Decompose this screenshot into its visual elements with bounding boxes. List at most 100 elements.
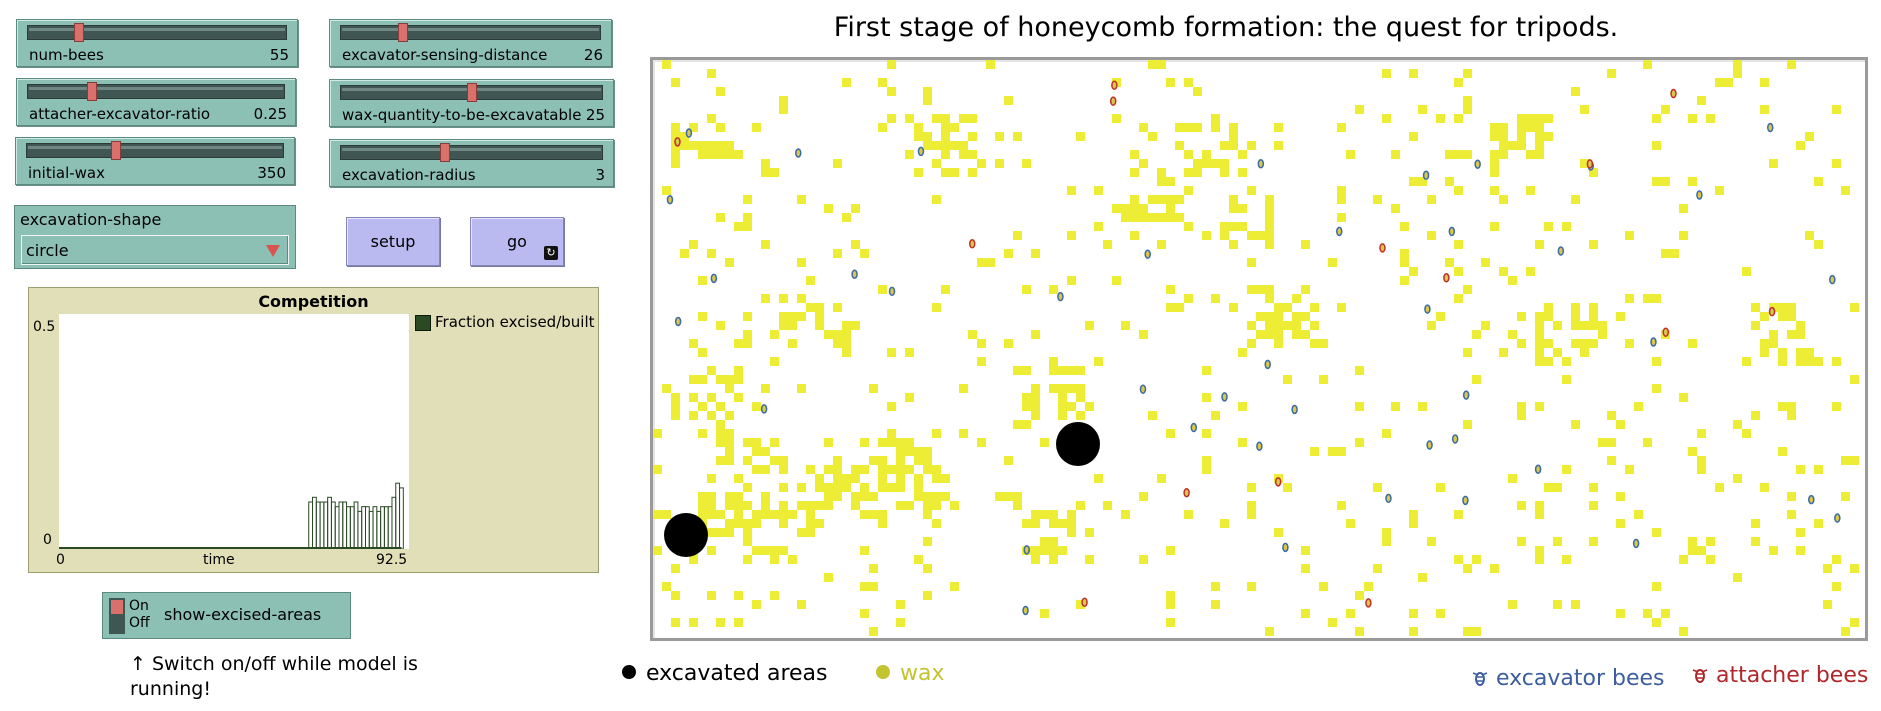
- wax-cell: [1454, 510, 1463, 519]
- excavator-bee: [851, 269, 858, 279]
- slider-thumb[interactable]: [111, 141, 122, 160]
- slider-track[interactable]: [340, 145, 603, 160]
- wax-cell: [1112, 114, 1121, 123]
- slider-thumb[interactable]: [440, 143, 451, 162]
- wax-cell: [1013, 366, 1022, 375]
- excavator-bee: [1282, 542, 1289, 553]
- wax-cell: [1598, 321, 1607, 330]
- world-view[interactable]: [650, 57, 1868, 641]
- wax-cell: [977, 438, 986, 447]
- excavation-radius-slider[interactable]: excavation-radius 3: [329, 139, 614, 187]
- wax-cell: [1229, 240, 1238, 249]
- wax-cell: [1022, 285, 1031, 294]
- wax-cell: [734, 501, 743, 510]
- plot-bar: [315, 501, 321, 549]
- num-bees-slider[interactable]: num-bees 55: [16, 19, 298, 67]
- wax-cell: [1652, 114, 1661, 123]
- slider-thumb[interactable]: [466, 83, 477, 102]
- wax-cell: [707, 366, 716, 375]
- wax-cell: [1787, 411, 1796, 420]
- wax-cell: [1733, 474, 1742, 483]
- wax-cell: [1040, 537, 1049, 546]
- chooser-dropdown[interactable]: circle: [21, 235, 289, 265]
- wax-cell: [1337, 213, 1346, 222]
- wax-cell: [824, 465, 833, 474]
- wax-cell: [779, 105, 788, 114]
- wax-cell: [698, 402, 707, 411]
- wax-cell: [815, 321, 824, 330]
- wax-cell: [689, 618, 698, 627]
- go-button[interactable]: go ↻: [470, 217, 564, 266]
- slider-track[interactable]: [27, 25, 287, 40]
- excavator-bee: [917, 146, 925, 157]
- wax-cell: [1166, 591, 1175, 600]
- wax-cell: [1463, 69, 1472, 78]
- wax-cell: [1517, 402, 1526, 411]
- wax-cell: [761, 501, 770, 510]
- wax-cell: [716, 150, 725, 159]
- wax-cell: [680, 132, 689, 141]
- wax-cell: [1310, 447, 1319, 456]
- wax-cell: [1832, 582, 1841, 591]
- wax-cell: [1265, 285, 1274, 294]
- wax-cell: [743, 555, 752, 564]
- wax-cell: [1409, 609, 1418, 618]
- wax-cell: [689, 411, 698, 420]
- dropdown-arrow-icon[interactable]: [266, 245, 280, 257]
- setup-button[interactable]: setup: [346, 217, 440, 266]
- wax-cell: [932, 501, 941, 510]
- plot-bar: [353, 501, 359, 549]
- excavator-bee: [1474, 159, 1481, 169]
- excavation-shape-chooser[interactable]: excavation-shape circle: [14, 205, 296, 269]
- wax-cell: [1409, 69, 1418, 78]
- wax-cell: [1247, 582, 1256, 591]
- wax-cell: [1229, 141, 1238, 150]
- wax-cell: [1778, 348, 1787, 357]
- wax-cell: [1211, 114, 1220, 123]
- wax-cell: [977, 258, 986, 267]
- excavator-sensing-distance-slider[interactable]: excavator-sensing-distance 26: [329, 19, 612, 67]
- wax-cell: [1616, 312, 1625, 321]
- slider-thumb[interactable]: [74, 23, 84, 42]
- slider-track[interactable]: [27, 84, 285, 99]
- wax-cell: [1238, 150, 1247, 159]
- wax-cell: [887, 402, 896, 411]
- wax-cell: [1490, 168, 1499, 177]
- wax-quantity-slider[interactable]: wax-quantity-to-be-excavatable 25: [329, 79, 614, 127]
- initial-wax-slider[interactable]: initial-wax 350: [15, 137, 295, 185]
- wax-cell: [1472, 330, 1481, 339]
- wax-cell: [824, 438, 833, 447]
- slider-thumb[interactable]: [397, 23, 408, 42]
- slider-track[interactable]: [26, 143, 284, 158]
- slider-thumb[interactable]: [86, 82, 97, 101]
- wax-cell: [1355, 438, 1364, 447]
- wax-cell: [1058, 366, 1067, 375]
- attacher-excavator-ratio-slider[interactable]: attacher-excavator-ratio 0.25: [16, 78, 296, 126]
- slider-label: attacher-excavator-ratio: [29, 105, 211, 123]
- wax-cell: [716, 510, 725, 519]
- wax-cell: [1625, 465, 1634, 474]
- wax-cell: [959, 141, 968, 150]
- switch-knob[interactable]: [111, 600, 123, 614]
- wax-cell: [923, 447, 932, 456]
- wax-cell: [1445, 150, 1454, 159]
- wax-cell: [1283, 303, 1292, 312]
- excavator-bee: [1462, 390, 1470, 400]
- wax-cell: [725, 438, 734, 447]
- wax-cell: [1517, 537, 1526, 546]
- excavator-bee: [1264, 359, 1271, 370]
- wax-cell: [1184, 168, 1193, 177]
- plot-bar: [338, 501, 344, 549]
- show-excised-areas-switch[interactable]: On Off show-excised-areas: [102, 592, 351, 639]
- wax-cell: [1517, 141, 1526, 150]
- wax-cell: [707, 510, 716, 519]
- slider-track[interactable]: [340, 25, 601, 40]
- wax-cell: [1085, 402, 1094, 411]
- wax-cell: [914, 492, 923, 501]
- wax-cell: [1805, 132, 1814, 141]
- wax-cell: [842, 483, 851, 492]
- wax-cell: [1130, 204, 1139, 213]
- slider-value: 350: [257, 164, 286, 182]
- wax-cell: [725, 528, 734, 537]
- wax-cell: [1274, 321, 1283, 330]
